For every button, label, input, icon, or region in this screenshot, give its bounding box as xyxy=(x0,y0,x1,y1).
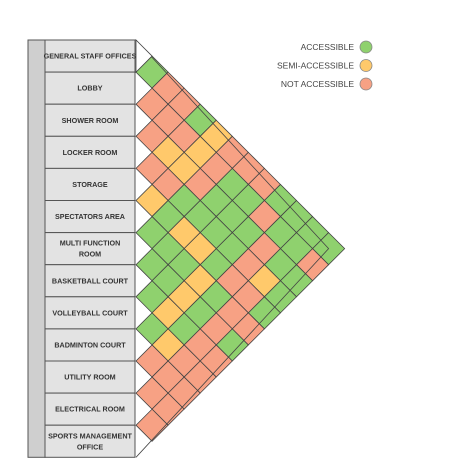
room-label: BADMINTON COURT xyxy=(54,340,126,349)
room-label-box xyxy=(44,424,136,458)
legend-swatch xyxy=(359,40,373,54)
relationship-matrix xyxy=(135,39,346,458)
room-label-box xyxy=(44,296,136,330)
room-label: ELECTRICAL ROOM xyxy=(55,405,125,414)
room-label: MULTI FUNCTION xyxy=(60,239,121,248)
legend-swatch xyxy=(359,59,373,72)
room-label-box xyxy=(44,360,136,394)
room-label-box xyxy=(44,392,136,426)
room-label: OFFICE xyxy=(77,442,104,451)
room-label-box xyxy=(44,71,136,105)
room-label: ROOM xyxy=(79,250,101,259)
room-label-box xyxy=(44,135,136,169)
legend-label: SEMI-ACCESSIBLE xyxy=(277,61,354,71)
matrix-outline xyxy=(135,39,330,458)
legend-label: ACCESSIBLE xyxy=(301,42,355,52)
sidebar-strip xyxy=(27,39,46,458)
room-label-box xyxy=(44,39,136,73)
room-list: GENERAL STAFF OFFICES LOBBY SHOWER ROOM LOC… xyxy=(27,39,137,458)
legend: ACCESSIBLE SEMI-ACCESSIBLE NOT ACCESSIBLE xyxy=(277,40,373,91)
room-label: SHOWER ROOM xyxy=(62,116,119,125)
room-label-box xyxy=(44,232,136,266)
room-label: LOCKER ROOM xyxy=(63,148,118,157)
room-label-box xyxy=(44,200,136,234)
room-label: SPECTATORS AREA xyxy=(55,212,125,221)
legend-swatch xyxy=(359,77,373,91)
room-label: STORAGE xyxy=(72,180,108,189)
room-label: VOLLEYBALL COURT xyxy=(52,308,128,317)
room-label: GENERAL STAFF OFFICES xyxy=(44,52,137,61)
room-label: LOBBY xyxy=(77,84,102,93)
relationship-cell xyxy=(135,408,169,442)
room-label: UTILITY ROOM xyxy=(64,373,115,382)
room-label-box xyxy=(44,103,136,137)
matrix-notch xyxy=(135,39,153,74)
legend-label: NOT ACCESSIBLE xyxy=(281,79,354,89)
room-label: SPORTS MANAGEMENT xyxy=(48,431,132,440)
room-label: BASKETBALL COURT xyxy=(52,276,129,285)
